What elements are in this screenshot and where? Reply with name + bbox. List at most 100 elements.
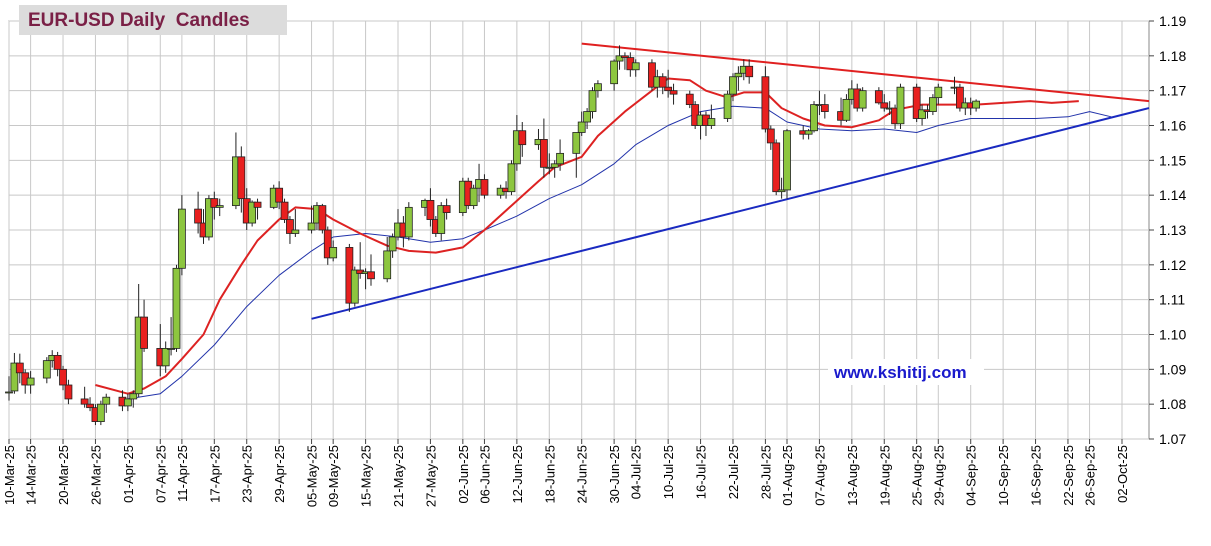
x-tick-label: 07-Apr-25 <box>153 445 168 503</box>
candle-body <box>615 55 624 62</box>
candle-body <box>86 403 94 409</box>
candle-body <box>253 201 262 208</box>
candle-body <box>912 86 921 119</box>
y-tick-label: 1.09 <box>1159 361 1186 377</box>
candle-body <box>918 109 926 119</box>
candle <box>480 174 489 199</box>
candle <box>594 80 602 98</box>
candle <box>215 198 224 217</box>
x-tick-label: 22-Sep-25 <box>1061 445 1076 506</box>
x-tick-label: 09-May-25 <box>326 445 341 507</box>
y-tick-label: 1.12 <box>1159 257 1186 273</box>
x-tick-label: 19-Aug-25 <box>877 445 892 506</box>
candle <box>469 184 478 210</box>
candle-body <box>248 201 257 224</box>
x-tick-label: 10-Sep-25 <box>996 445 1011 506</box>
candle <box>577 111 586 136</box>
candle <box>934 83 943 105</box>
candle <box>858 87 867 112</box>
candle <box>161 341 170 373</box>
candle-body <box>323 229 332 259</box>
candle <box>777 177 786 199</box>
candle-body <box>388 236 397 252</box>
x-tick-label: 14-Mar-25 <box>24 445 39 505</box>
chart-title-box: EUR-USD Daily Candles <box>19 5 287 35</box>
candle <box>956 83 964 112</box>
candle-body <box>383 250 392 280</box>
x-tick-label: 22-Jul-25 <box>726 445 741 499</box>
x-tick-label: 11-Apr-25 <box>175 445 190 502</box>
candle <box>631 59 640 77</box>
candle <box>442 198 451 220</box>
candle-body <box>664 86 673 92</box>
candle <box>972 99 981 112</box>
candle <box>96 400 105 426</box>
candle-body <box>140 316 148 349</box>
x-tick-label: 29-Aug-25 <box>931 445 946 506</box>
candle <box>123 393 132 412</box>
candle <box>102 393 111 413</box>
candle <box>253 198 262 220</box>
candle-body <box>129 393 138 400</box>
y-tick-label: 1.07 <box>1159 431 1186 447</box>
candle-body <box>42 360 51 379</box>
x-tick-label: 05-May-25 <box>305 445 320 507</box>
candle <box>507 160 516 196</box>
x-tick-label: 25-Aug-25 <box>910 445 925 506</box>
candle-body <box>59 368 67 386</box>
x-tick-label: 06-Jun-25 <box>477 445 492 504</box>
candle-body <box>5 391 13 394</box>
candle <box>275 181 284 210</box>
candle-body <box>539 139 548 168</box>
candle <box>59 365 67 391</box>
candle-body <box>610 60 619 85</box>
candle <box>685 90 694 109</box>
candle <box>10 352 19 394</box>
resistance-trendline <box>581 42 1150 103</box>
candle <box>388 233 397 258</box>
x-tick-label: 02-Oct-25 <box>1115 445 1130 503</box>
candle <box>723 90 732 123</box>
candle <box>539 118 548 178</box>
candle <box>610 59 619 91</box>
candle-body <box>280 201 289 220</box>
support-trendline <box>311 107 1150 320</box>
candle-body <box>545 166 554 169</box>
candle <box>437 202 446 241</box>
y-tick-label: 1.17 <box>1159 83 1186 99</box>
candle-body <box>318 205 327 231</box>
candle-body <box>172 267 181 349</box>
candle <box>5 376 13 401</box>
candle <box>648 59 656 91</box>
candle-body <box>96 403 105 422</box>
y-tick-label: 1.14 <box>1159 187 1186 203</box>
candle <box>545 153 554 175</box>
candle <box>766 125 775 150</box>
candle-body <box>102 396 111 405</box>
candle-body <box>956 86 964 109</box>
candle-body <box>210 198 219 208</box>
candle-body <box>80 398 89 405</box>
x-tick-label: 30-Jun-25 <box>607 445 622 504</box>
candle-body <box>469 187 478 207</box>
y-tick-label: 1.19 <box>1159 13 1186 29</box>
candle <box>928 94 937 116</box>
candle-body <box>215 205 224 208</box>
candle-body <box>810 104 818 132</box>
y-tick-label: 1.10 <box>1159 327 1186 343</box>
candle <box>588 87 597 119</box>
candle-body <box>512 130 521 165</box>
candle <box>42 357 51 384</box>
candle <box>323 226 332 265</box>
candle-body <box>550 163 559 168</box>
candles <box>5 45 981 426</box>
candle-body <box>205 198 213 238</box>
x-tick-label: 04-Jul-25 <box>629 445 644 499</box>
x-tick-label: 07-Aug-25 <box>812 445 827 506</box>
candle <box>134 283 143 398</box>
y-axis-ticks: 1.07 1.08 1.09 1.10 1.11 1.12 1.13 1.14 1.15 1.16… <box>1149 13 1186 447</box>
candle-body <box>761 76 770 130</box>
x-tick-label: 20-Mar-25 <box>56 445 71 505</box>
candle-body <box>307 222 316 231</box>
